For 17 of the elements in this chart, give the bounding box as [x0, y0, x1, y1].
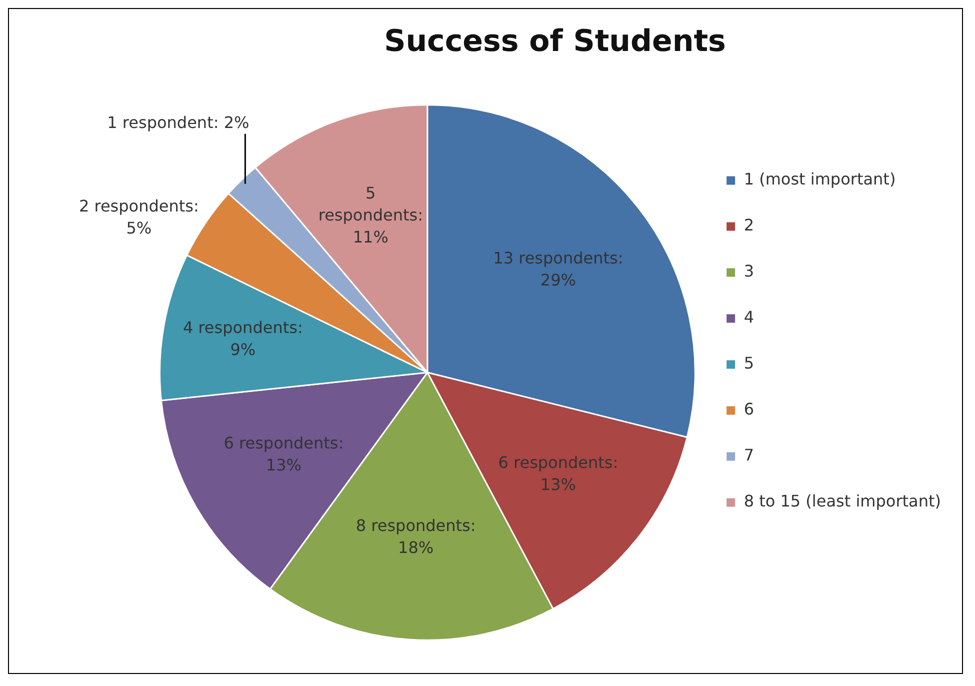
data-label: 8 respondents: 18%	[356, 516, 476, 558]
data-label: 6 respondents: 13%	[498, 452, 618, 494]
legend-label: 2	[744, 216, 754, 235]
data-label: 5 respondents: 11%	[318, 184, 423, 247]
legend-label: 6	[744, 400, 754, 419]
legend-label: 4	[744, 308, 754, 327]
chart-title: Success of Students	[384, 24, 726, 59]
legend-label: 7	[744, 446, 754, 465]
data-label: 4 respondents: 9%	[182, 318, 303, 360]
legend-label: 1 (most important)	[744, 170, 896, 189]
data-label: 13 respondents: 29%	[493, 248, 624, 290]
legend-label: 5	[744, 354, 754, 373]
legend-label: 8 to 15 (least important)	[744, 492, 942, 511]
data-label: 6 respondents: 13%	[224, 434, 344, 475]
data-label: 2 respondents: 5%	[78, 196, 199, 238]
data-label: 1 respondent: 2%	[107, 112, 250, 132]
legend-label: 3	[744, 262, 754, 281]
